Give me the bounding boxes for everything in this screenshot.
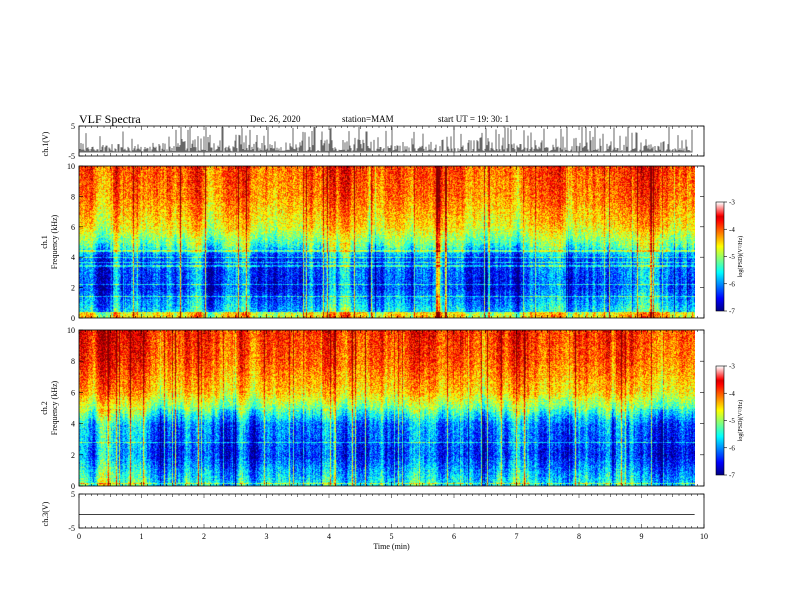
ch1-colorbar-tick-label: -5 — [729, 253, 735, 261]
ch2-spectrogram-image — [79, 330, 695, 486]
ch1-colorbar-tick-label: -7 — [729, 308, 735, 316]
ch1-spectrogram-ytick-label: 4 — [71, 253, 75, 262]
x-tick-label: 0 — [77, 532, 81, 541]
start-time-label: start UT = 19: 30: 1 — [438, 114, 510, 124]
x-axis-label: Time (min) — [373, 542, 410, 551]
ch3-waveform-ytick-label: -5 — [68, 524, 75, 533]
ch1-spectrogram-ytick-label: 0 — [71, 314, 75, 323]
ch2-colorbar-tick-label: -7 — [729, 472, 735, 480]
ch2-spectrogram-ytick-label: 0 — [71, 482, 75, 491]
ch3-waveform-ylabel: ch.3(V) — [41, 501, 50, 526]
ch1-waveform-ytick-label: 5 — [71, 122, 75, 131]
x-tick-label: 5 — [390, 532, 394, 541]
spectrogram-images — [79, 166, 724, 486]
date-label: Dec. 26, 2020 — [250, 114, 301, 124]
ch1-colorbar-tick-label: -4 — [729, 226, 735, 234]
ch3-waveform-frame — [78, 493, 705, 529]
ch1-spectrogram-image — [79, 166, 695, 318]
ch1-colorbar — [716, 202, 724, 311]
station-label: station=MAM — [342, 114, 394, 124]
ch2-spectrogram-ytick-label: 10 — [67, 326, 75, 335]
x-tick-label: 2 — [202, 532, 206, 541]
ch1-spectrogram-ytick-label: 10 — [67, 162, 75, 171]
ch2-colorbar-tick-label: -6 — [729, 444, 735, 452]
x-tick-label: 9 — [640, 532, 644, 541]
ch1-waveform-ytick-label: -5 — [68, 152, 75, 161]
x-tick-label: 10 — [700, 532, 708, 541]
x-tick-label: 4 — [327, 532, 331, 541]
ch2-colorbar — [716, 366, 724, 475]
x-tick-label: 8 — [577, 532, 581, 541]
ch1-colorbar-label: log(PSD)(V²/Hz) — [737, 236, 744, 277]
ch2-colorbar-tick-label: -5 — [729, 417, 735, 425]
x-tick-label: 3 — [265, 532, 269, 541]
ch2-colorbar-label: log(PSD)(V²/Hz) — [737, 400, 744, 441]
ch2-colorbar-tick-label: -4 — [729, 390, 735, 398]
ch2-spectrogram-ytick-label: 6 — [71, 388, 75, 397]
ch2-spectrogram-ytick-label: 4 — [71, 420, 75, 429]
ch2-spectrogram-ylabel-top: ch.2 — [40, 401, 49, 415]
ch3-waveform-ytick-label: 5 — [71, 490, 75, 499]
ch1-colorbar-tick-label: -6 — [729, 280, 735, 288]
ch2-spectrogram-ylabel: Frequency (kHz) — [50, 380, 59, 435]
ch1-colorbar-tick-label: -3 — [729, 199, 735, 207]
x-tick-label: 6 — [452, 532, 456, 541]
ch1-waveform-ylabel: ch.1(V) — [41, 131, 50, 156]
ch2-spectrogram-ytick-label: 2 — [71, 451, 75, 460]
waveform-lines — [79, 127, 695, 515]
ch1-spectrogram-ylabel: Frequency (kHz) — [50, 214, 59, 269]
ch1-spectrogram-ytick-label: 8 — [71, 192, 75, 201]
axes — [78, 125, 727, 529]
chart-title: VLF Spectra — [79, 112, 141, 126]
ch1-spectrogram-ytick-label: 2 — [71, 284, 75, 293]
x-tick-label: 1 — [140, 532, 144, 541]
ch1-spectrogram-ylabel-top: ch.1 — [40, 235, 49, 249]
ch2-colorbar-tick-label: -3 — [729, 363, 735, 371]
x-tick-label: 7 — [515, 532, 519, 541]
ch1-spectrogram-ytick-label: 6 — [71, 223, 75, 232]
ch2-spectrogram-ytick-label: 8 — [71, 357, 75, 366]
ch1-waveform-line — [79, 127, 693, 153]
